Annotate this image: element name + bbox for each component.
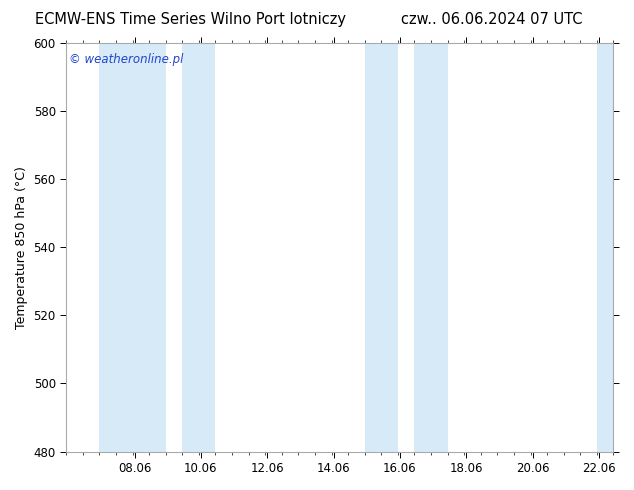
Bar: [365, 43, 398, 452]
Y-axis label: Temperature 850 hPa (°C): Temperature 850 hPa (°C): [15, 166, 28, 328]
Bar: [597, 43, 614, 452]
Bar: [415, 43, 448, 452]
Text: czw.. 06.06.2024 07 UTC: czw.. 06.06.2024 07 UTC: [401, 12, 582, 27]
Bar: [183, 43, 216, 452]
Text: © weatheronline.pl: © weatheronline.pl: [69, 53, 183, 66]
Text: ECMW-ENS Time Series Wilno Port lotniczy: ECMW-ENS Time Series Wilno Port lotniczy: [35, 12, 346, 27]
Bar: [100, 43, 165, 452]
